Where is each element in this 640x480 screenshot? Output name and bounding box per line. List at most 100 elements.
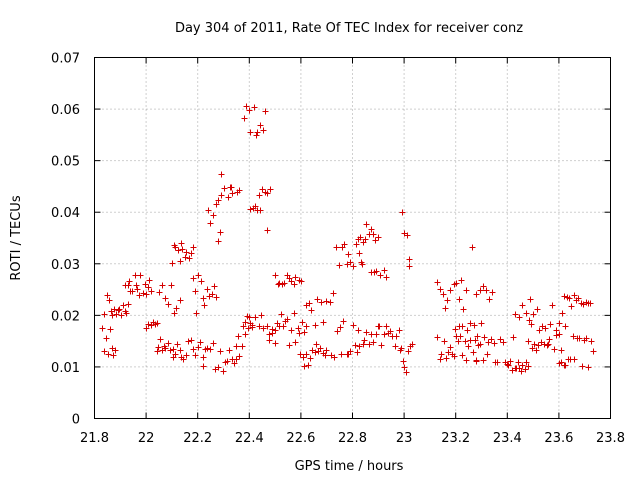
- data-point: [340, 318, 347, 325]
- data-point: [355, 327, 362, 334]
- data-point: [590, 348, 597, 355]
- data-point: [515, 359, 522, 366]
- data-point: [525, 338, 532, 345]
- data-point: [218, 171, 225, 178]
- data-point: [172, 351, 179, 358]
- data-point: [188, 337, 195, 344]
- data-point: [182, 254, 189, 261]
- data-point: [291, 310, 298, 317]
- data-point: [241, 115, 248, 122]
- data-point: [341, 241, 348, 248]
- data-point: [213, 201, 220, 208]
- data-point: [464, 327, 471, 334]
- data-point: [530, 311, 537, 318]
- data-point: [519, 362, 526, 369]
- data-point: [104, 292, 111, 299]
- data-point: [556, 320, 563, 327]
- data-point: [587, 300, 594, 307]
- data-point: [570, 333, 577, 340]
- data-point: [193, 310, 200, 317]
- data-point: [236, 187, 243, 194]
- data-point: [188, 250, 195, 257]
- data-point: [129, 288, 136, 295]
- data-point: [467, 320, 474, 327]
- data-point: [231, 360, 238, 367]
- data-point: [195, 344, 202, 351]
- data-point: [401, 364, 408, 371]
- data-point: [456, 296, 463, 303]
- data-point: [516, 314, 523, 321]
- data-point: [372, 237, 379, 244]
- data-point: [457, 333, 464, 340]
- data-point: [469, 244, 476, 251]
- x-tick-label: 21.8: [80, 431, 109, 446]
- data-point: [312, 349, 319, 356]
- data-point: [197, 339, 204, 346]
- data-point: [362, 236, 369, 243]
- data-point: [404, 232, 411, 239]
- data-point: [576, 335, 583, 342]
- data-point: [207, 220, 214, 227]
- data-point: [473, 291, 480, 298]
- data-point: [295, 325, 302, 332]
- data-point: [125, 301, 132, 308]
- data-point: [347, 348, 354, 355]
- data-point: [535, 342, 542, 349]
- data-point: [210, 212, 217, 219]
- data-point: [373, 331, 380, 338]
- data-point: [242, 319, 249, 326]
- data-point: [155, 344, 162, 351]
- data-point: [292, 339, 299, 346]
- data-point: [174, 341, 181, 348]
- data-point: [101, 311, 108, 318]
- data-point: [383, 323, 390, 330]
- data-point: [235, 333, 242, 340]
- data-point: [360, 341, 367, 348]
- data-point: [110, 352, 117, 359]
- data-point: [363, 329, 370, 336]
- data-point: [113, 311, 120, 318]
- data-point: [531, 341, 538, 348]
- data-point: [254, 129, 261, 136]
- y-tick-label: 0.07: [51, 52, 80, 67]
- data-point: [483, 287, 490, 294]
- data-point: [303, 323, 310, 330]
- data-point: [485, 339, 492, 346]
- data-point: [173, 305, 180, 312]
- data-point: [579, 363, 586, 370]
- data-point: [366, 341, 373, 348]
- data-point: [470, 349, 477, 356]
- data-point: [356, 343, 363, 350]
- data-point: [125, 282, 132, 289]
- data-point: [264, 190, 271, 197]
- data-point: [215, 238, 222, 245]
- data-point: [204, 345, 211, 352]
- data-point: [217, 348, 224, 355]
- x-tick-label: 22.8: [338, 431, 367, 446]
- data-point: [242, 331, 249, 338]
- data-point: [376, 323, 383, 330]
- data-point: [266, 337, 273, 344]
- y-tick-label: 0.02: [51, 309, 80, 324]
- data-point: [118, 312, 125, 319]
- data-point: [463, 357, 470, 364]
- data-point: [200, 363, 207, 370]
- data-point: [301, 363, 308, 370]
- data-point: [361, 337, 368, 344]
- x-axis: 21.8 22 22.2 22.4 22.6 22.8 23 23.2 23.4 23.6 23.8: [80, 57, 625, 446]
- data-point: [246, 314, 253, 321]
- data-point: [571, 292, 578, 299]
- data-point: [236, 353, 243, 360]
- data-point: [331, 354, 338, 361]
- data-point: [353, 241, 360, 248]
- y-tick-label: 0.05: [51, 155, 80, 170]
- data-point: [519, 302, 526, 309]
- data-point: [559, 310, 566, 317]
- data-point: [299, 319, 306, 326]
- data-point: [239, 343, 246, 350]
- data-point: [489, 289, 496, 296]
- data-point: [192, 352, 199, 359]
- data-point: [481, 334, 488, 341]
- data-point: [478, 320, 485, 327]
- data-points: [99, 103, 597, 376]
